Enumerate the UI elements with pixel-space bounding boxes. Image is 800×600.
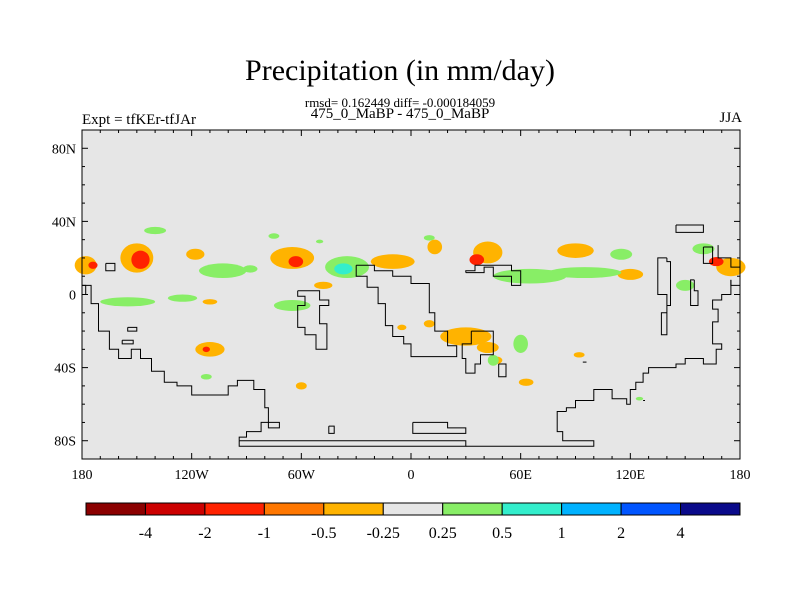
coastline <box>465 411 595 447</box>
colorbar-swatch <box>442 502 503 516</box>
season-label: JJA <box>719 110 742 126</box>
coastline <box>82 284 87 295</box>
anomaly-patch <box>200 374 212 380</box>
anomaly-patch <box>513 334 528 353</box>
colorbar-swatch <box>561 502 622 516</box>
x-tick-label: 0 <box>408 468 415 483</box>
anomaly-patch <box>202 299 218 305</box>
anomaly-patch <box>423 235 435 241</box>
anomaly-patch <box>295 382 307 390</box>
anomaly-patch <box>202 346 210 353</box>
anomaly-patch <box>573 352 585 358</box>
coastline <box>717 245 740 268</box>
coastline <box>690 279 699 306</box>
anomaly-patch <box>144 226 167 235</box>
anomaly-patch <box>548 267 622 279</box>
anomaly-patch <box>273 299 311 311</box>
y-tick-label: 80S <box>54 435 76 450</box>
anomaly-patch <box>610 248 633 260</box>
x-tick-label: 180 <box>730 468 751 483</box>
coastline <box>355 264 458 358</box>
stats-line: rmsd= 0.162449 diff= -0.000184059 <box>304 95 496 110</box>
anomaly-patch <box>423 320 435 328</box>
colorbar-swatch <box>680 502 741 516</box>
anomaly-patch <box>268 233 280 239</box>
coastline <box>127 326 138 332</box>
map-title: Precipitation (in mm/day) <box>245 54 555 87</box>
anomaly-patch <box>487 354 499 366</box>
map-background <box>82 130 740 459</box>
anomaly-patch <box>74 256 97 275</box>
colorbar-label: -0.25 <box>367 525 400 542</box>
x-tick-label: 120E <box>616 468 646 483</box>
anomaly-patch <box>242 265 258 273</box>
colorbar-label: 0.25 <box>429 525 457 542</box>
colorbar-swatch <box>620 502 682 516</box>
experiment-label: Expt = tfKEr-tfJAr <box>82 112 196 128</box>
anomaly-patch <box>557 243 594 258</box>
colorbar-swatch <box>501 502 563 516</box>
anomaly-patch <box>334 263 353 275</box>
colorbar-label: 1 <box>558 525 566 542</box>
coastline <box>730 267 740 286</box>
coastline <box>565 279 732 412</box>
coastline <box>267 421 280 429</box>
colorbar-label: -4 <box>139 525 152 542</box>
anomaly-patch <box>469 254 485 266</box>
coastline <box>412 421 467 434</box>
coastline <box>657 257 671 336</box>
y-tick-label: 40N <box>52 215 76 230</box>
anomaly-patch <box>314 281 333 290</box>
anomaly-patch <box>288 256 304 268</box>
colorbar-label: -0.5 <box>311 525 336 542</box>
x-tick-label: 60W <box>288 468 316 483</box>
anomaly-patch <box>88 261 98 269</box>
colorbar-swatch <box>204 502 265 516</box>
coastline <box>498 363 507 378</box>
anomaly-patch <box>397 324 407 331</box>
colorbar-label: 2 <box>617 525 625 542</box>
anomaly-patch <box>708 257 724 267</box>
coastline <box>675 224 704 233</box>
coastline <box>465 264 522 286</box>
y-tick-label: 40S <box>54 362 76 377</box>
colorbar-label: 4 <box>677 525 685 542</box>
period-line: 475_0_MaBP - 475_0_MaBP <box>310 106 490 122</box>
anomaly-patch <box>100 297 156 307</box>
colorbar-swatch <box>85 502 146 516</box>
anomaly-patch <box>617 268 644 280</box>
colorbar-swatch <box>323 502 384 516</box>
anomaly-patch <box>315 239 324 244</box>
colorbar-label: 0.5 <box>492 525 512 542</box>
coastline <box>297 290 330 350</box>
anomaly-patch <box>186 248 205 260</box>
x-tick-label: 180 <box>72 468 93 483</box>
coastline <box>461 330 494 374</box>
colorbar-swatch <box>263 502 325 516</box>
anomaly-patch <box>131 250 150 269</box>
colorbar-swatch <box>144 502 206 516</box>
colorbar-label: -1 <box>258 525 271 542</box>
coastline <box>702 246 714 264</box>
coastline <box>121 339 134 345</box>
anomaly-patch <box>476 342 499 353</box>
anomaly-patch <box>198 263 247 279</box>
coastline <box>105 262 116 272</box>
anomaly-patch <box>440 327 492 346</box>
y-tick-label: 0 <box>69 289 76 304</box>
x-tick-label: 60E <box>509 468 532 483</box>
anomaly-patch <box>676 279 695 291</box>
x-tick-label: 120W <box>175 468 210 483</box>
y-tick-label: 80N <box>52 142 76 157</box>
coastline <box>328 425 335 434</box>
anomaly-patch <box>427 239 443 255</box>
colorbar-swatch <box>382 502 444 516</box>
colorbar-label: -2 <box>198 525 211 542</box>
anomaly-patch <box>167 294 198 302</box>
anomaly-patch <box>635 396 644 401</box>
anomaly-patch <box>518 378 534 386</box>
anomaly-patch <box>370 254 415 269</box>
